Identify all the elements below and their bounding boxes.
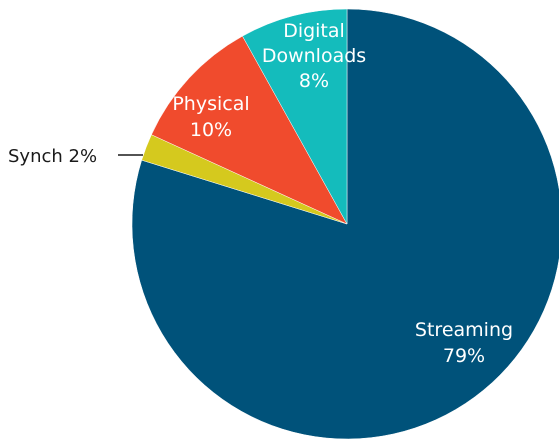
pie-slice-physical: [151, 35, 348, 225]
pie-label-synch: Synch 2%: [8, 146, 97, 167]
pie-label-physical-value: 10%: [190, 119, 232, 141]
pie-label-digital-downloads-line-2: Downloads: [262, 45, 366, 67]
pie-label-digital-downloads-line-1: Digital: [283, 20, 345, 42]
pie-label-digital-downloads-value: 8%: [299, 70, 329, 92]
pie-slice-digital-downloads: [242, 8, 348, 225]
pie-label-streaming-value: 79%: [443, 345, 485, 367]
pie-slice-streaming: [131, 8, 559, 440]
pie-label-streaming: Streaming: [415, 319, 513, 341]
pie-label-physical: Physical: [172, 93, 249, 115]
pie-labels: Streaming 79% Synch 2% Physical 10% Digital Do…: [8, 20, 513, 367]
pie-slices: [131, 8, 559, 440]
